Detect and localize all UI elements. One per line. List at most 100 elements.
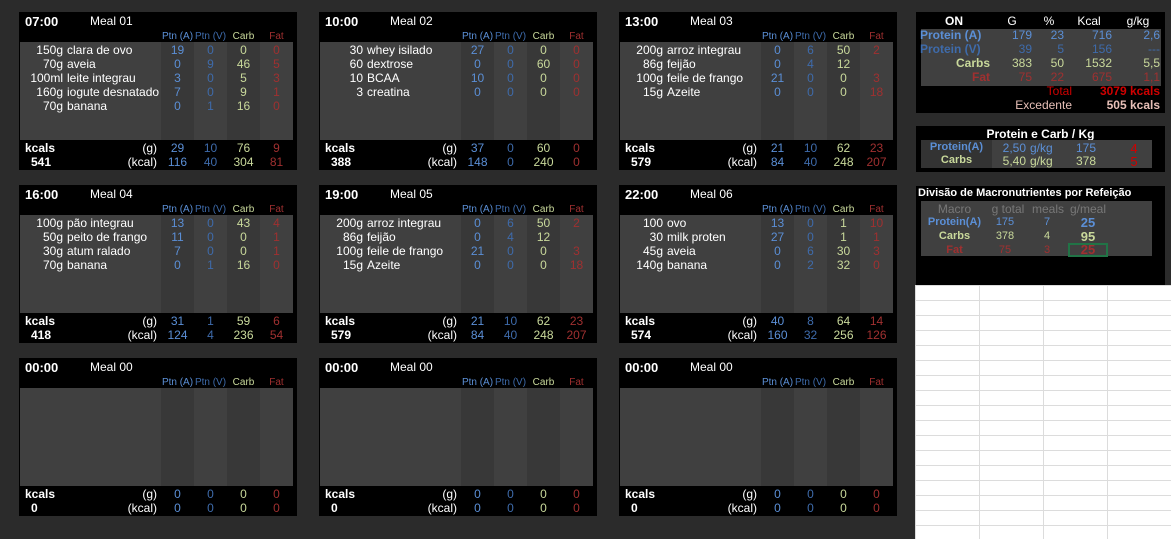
empty-spreadsheet-cells[interactable] — [915, 285, 1171, 539]
meal-time[interactable]: 16:00 — [25, 187, 59, 202]
food-row[interactable]: 200g arroz integrau 0 6 50 2 — [619, 43, 897, 57]
meal-label[interactable]: Meal 02 — [390, 14, 433, 28]
food-row[interactable]: 86g feijão 0 4 12 — [619, 57, 897, 71]
food-name[interactable]: feijão — [367, 230, 396, 244]
food-quantity[interactable]: 140g — [636, 258, 663, 272]
meal-label[interactable]: Meal 00 — [90, 360, 133, 374]
food-row[interactable]: 140g banana 0 2 32 0 — [619, 258, 897, 272]
food-quantity[interactable]: 30g — [42, 244, 63, 258]
food-quantity[interactable]: 30 — [349, 43, 363, 57]
food-quantity[interactable]: 100g — [636, 71, 663, 85]
meal-label[interactable]: Meal 01 — [90, 14, 133, 28]
per-kg-ratio[interactable]: 5,40 — [1002, 154, 1026, 168]
food-row[interactable]: 30 whey isilado 27 0 0 0 — [319, 43, 597, 57]
food-row[interactable]: 160g iogute desnatado 7 0 9 1 — [19, 85, 297, 99]
food-name[interactable]: whey isilado — [367, 43, 433, 57]
food-quantity[interactable]: 15g — [642, 85, 663, 99]
meal-time[interactable]: 07:00 — [25, 14, 59, 29]
food-name[interactable]: arroz integrau — [667, 43, 742, 57]
division-meals[interactable]: 3 — [1043, 244, 1051, 256]
food-row[interactable]: 150g clara de ovo 19 0 0 0 — [19, 43, 297, 57]
meal-label[interactable]: Meal 06 — [690, 187, 733, 201]
food-quantity[interactable]: 45g — [642, 244, 663, 258]
food-row[interactable]: 100g pão integrau 13 0 43 4 — [19, 216, 297, 230]
division-g-per-meal[interactable]: 95 — [1080, 229, 1096, 244]
food-name[interactable]: Azeite — [667, 85, 701, 99]
food-name[interactable]: pão integrau — [67, 216, 134, 230]
meal-time[interactable]: 22:00 — [625, 187, 659, 202]
food-row[interactable]: 70g banana 0 1 16 0 — [19, 258, 297, 272]
food-quantity[interactable]: 60 — [349, 57, 363, 71]
food-name[interactable]: iogute desnatado — [67, 85, 160, 99]
food-name[interactable]: banana — [67, 258, 108, 272]
meal-time[interactable]: 19:00 — [325, 187, 359, 202]
food-quantity[interactable]: 160g — [36, 85, 63, 99]
food-quantity[interactable]: 50g — [42, 230, 63, 244]
food-row[interactable]: 86g feijão 0 4 12 — [319, 230, 597, 244]
food-row[interactable]: 15g Azeite 0 0 0 18 — [619, 85, 897, 99]
food-name[interactable]: leite integrau — [67, 71, 136, 85]
food-name[interactable]: dextrose — [367, 57, 414, 71]
food-name[interactable]: peito de frango — [67, 230, 148, 244]
food-quantity[interactable]: 100 — [642, 216, 663, 230]
food-row[interactable]: 60 dextrose 0 0 60 0 — [319, 57, 597, 71]
food-name[interactable]: clara de ovo — [67, 43, 133, 57]
food-row[interactable]: 100 ovo 13 0 1 10 — [619, 216, 897, 230]
food-name[interactable]: feile de frango — [367, 244, 444, 258]
food-row[interactable]: 15g Azeite 0 0 0 18 — [319, 258, 597, 272]
division-g-per-meal[interactable]: 25 — [1068, 243, 1108, 257]
meal-label[interactable]: Meal 04 — [90, 187, 133, 201]
food-quantity[interactable]: 200g — [336, 216, 363, 230]
food-quantity[interactable]: 10 — [349, 71, 363, 85]
food-name[interactable]: aveia — [67, 57, 96, 71]
food-name[interactable]: banana — [667, 258, 708, 272]
food-quantity[interactable]: 3 — [356, 85, 363, 99]
food-name[interactable]: banana — [67, 99, 108, 113]
meal-label[interactable]: Meal 05 — [390, 187, 433, 201]
food-name[interactable]: ovo — [667, 216, 687, 230]
meal-label[interactable]: Meal 00 — [390, 360, 433, 374]
food-quantity[interactable]: 150g — [36, 43, 63, 57]
food-row[interactable]: 100g feile de frango 21 0 0 3 — [319, 244, 597, 258]
division-meals[interactable]: 4 — [1043, 230, 1051, 242]
food-name[interactable]: milk proten — [667, 230, 726, 244]
food-name[interactable]: BCAA — [367, 71, 400, 85]
food-row[interactable]: 45g aveia 0 6 30 3 — [619, 244, 897, 258]
food-name[interactable]: aveia — [667, 244, 696, 258]
food-name[interactable]: feile de frango — [667, 71, 744, 85]
meal-time[interactable]: 00:00 — [25, 360, 59, 375]
per-kg-ratio[interactable]: 2,50 — [1002, 141, 1026, 155]
food-quantity[interactable]: 86g — [642, 57, 663, 71]
food-row[interactable]: 100ml leite integrau 3 0 5 3 — [19, 71, 297, 85]
food-quantity[interactable]: 100ml — [30, 71, 63, 85]
food-quantity[interactable]: 100g — [36, 216, 63, 230]
food-row[interactable]: 200g arroz integrau 0 6 50 2 — [319, 216, 597, 230]
food-row[interactable]: 70g aveia 0 9 46 5 — [19, 57, 297, 71]
division-g-per-meal[interactable]: 25 — [1080, 215, 1096, 230]
meal-label[interactable]: Meal 00 — [690, 360, 733, 374]
food-name[interactable]: feijão — [667, 57, 696, 71]
food-quantity[interactable]: 100g — [336, 244, 363, 258]
food-name[interactable]: atum ralado — [67, 244, 131, 258]
food-row[interactable]: 10 BCAA 10 0 0 0 — [319, 71, 597, 85]
food-quantity[interactable]: 70g — [42, 57, 63, 71]
food-row[interactable]: 3 creatina 0 0 0 0 — [319, 85, 597, 99]
food-row[interactable]: 50g peito de frango 11 0 0 1 — [19, 230, 297, 244]
food-row[interactable]: 30g atum ralado 7 0 0 1 — [19, 244, 297, 258]
food-quantity[interactable]: 30 — [649, 230, 663, 244]
food-row[interactable]: 70g banana 0 1 16 0 — [19, 99, 297, 113]
meal-time[interactable]: 13:00 — [625, 14, 659, 29]
division-meals[interactable]: 7 — [1043, 216, 1051, 228]
food-quantity[interactable]: 70g — [42, 258, 63, 272]
food-row[interactable]: 100g feile de frango 21 0 0 3 — [619, 71, 897, 85]
meal-time[interactable]: 00:00 — [625, 360, 659, 375]
meal-time[interactable]: 10:00 — [325, 14, 359, 29]
food-quantity[interactable]: 70g — [42, 99, 63, 113]
food-quantity[interactable]: 15g — [342, 258, 363, 272]
food-row[interactable]: 30 milk proten 27 0 1 1 — [619, 230, 897, 244]
food-name[interactable]: arroz integrau — [367, 216, 442, 230]
food-name[interactable]: creatina — [367, 85, 410, 99]
food-quantity[interactable]: 200g — [636, 43, 663, 57]
meal-time[interactable]: 00:00 — [325, 360, 359, 375]
food-name[interactable]: Azeite — [367, 258, 401, 272]
